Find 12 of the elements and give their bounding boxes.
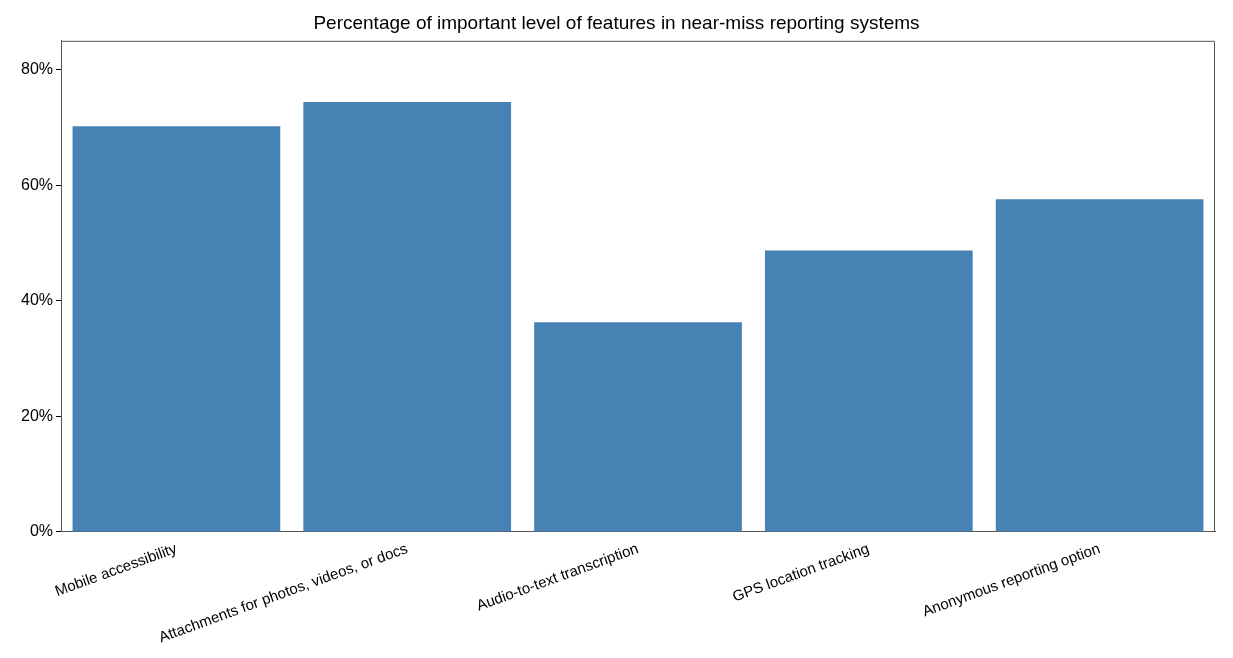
bar	[72, 126, 281, 532]
y-tick-label: 60%	[20, 175, 54, 193]
y-tick-label: 20%	[20, 406, 54, 424]
y-tick-label: 80%	[20, 60, 54, 78]
y-tick-label: 0%	[29, 522, 54, 540]
chart-title: Percentage of important level of features in near-miss reporting systems	[313, 11, 920, 33]
bar	[764, 250, 973, 532]
bar	[303, 102, 512, 532]
bar	[534, 322, 742, 532]
bar	[995, 199, 1204, 532]
y-tick-label: 40%	[20, 291, 54, 309]
x-tick-label: GPS location tracking	[729, 539, 872, 605]
